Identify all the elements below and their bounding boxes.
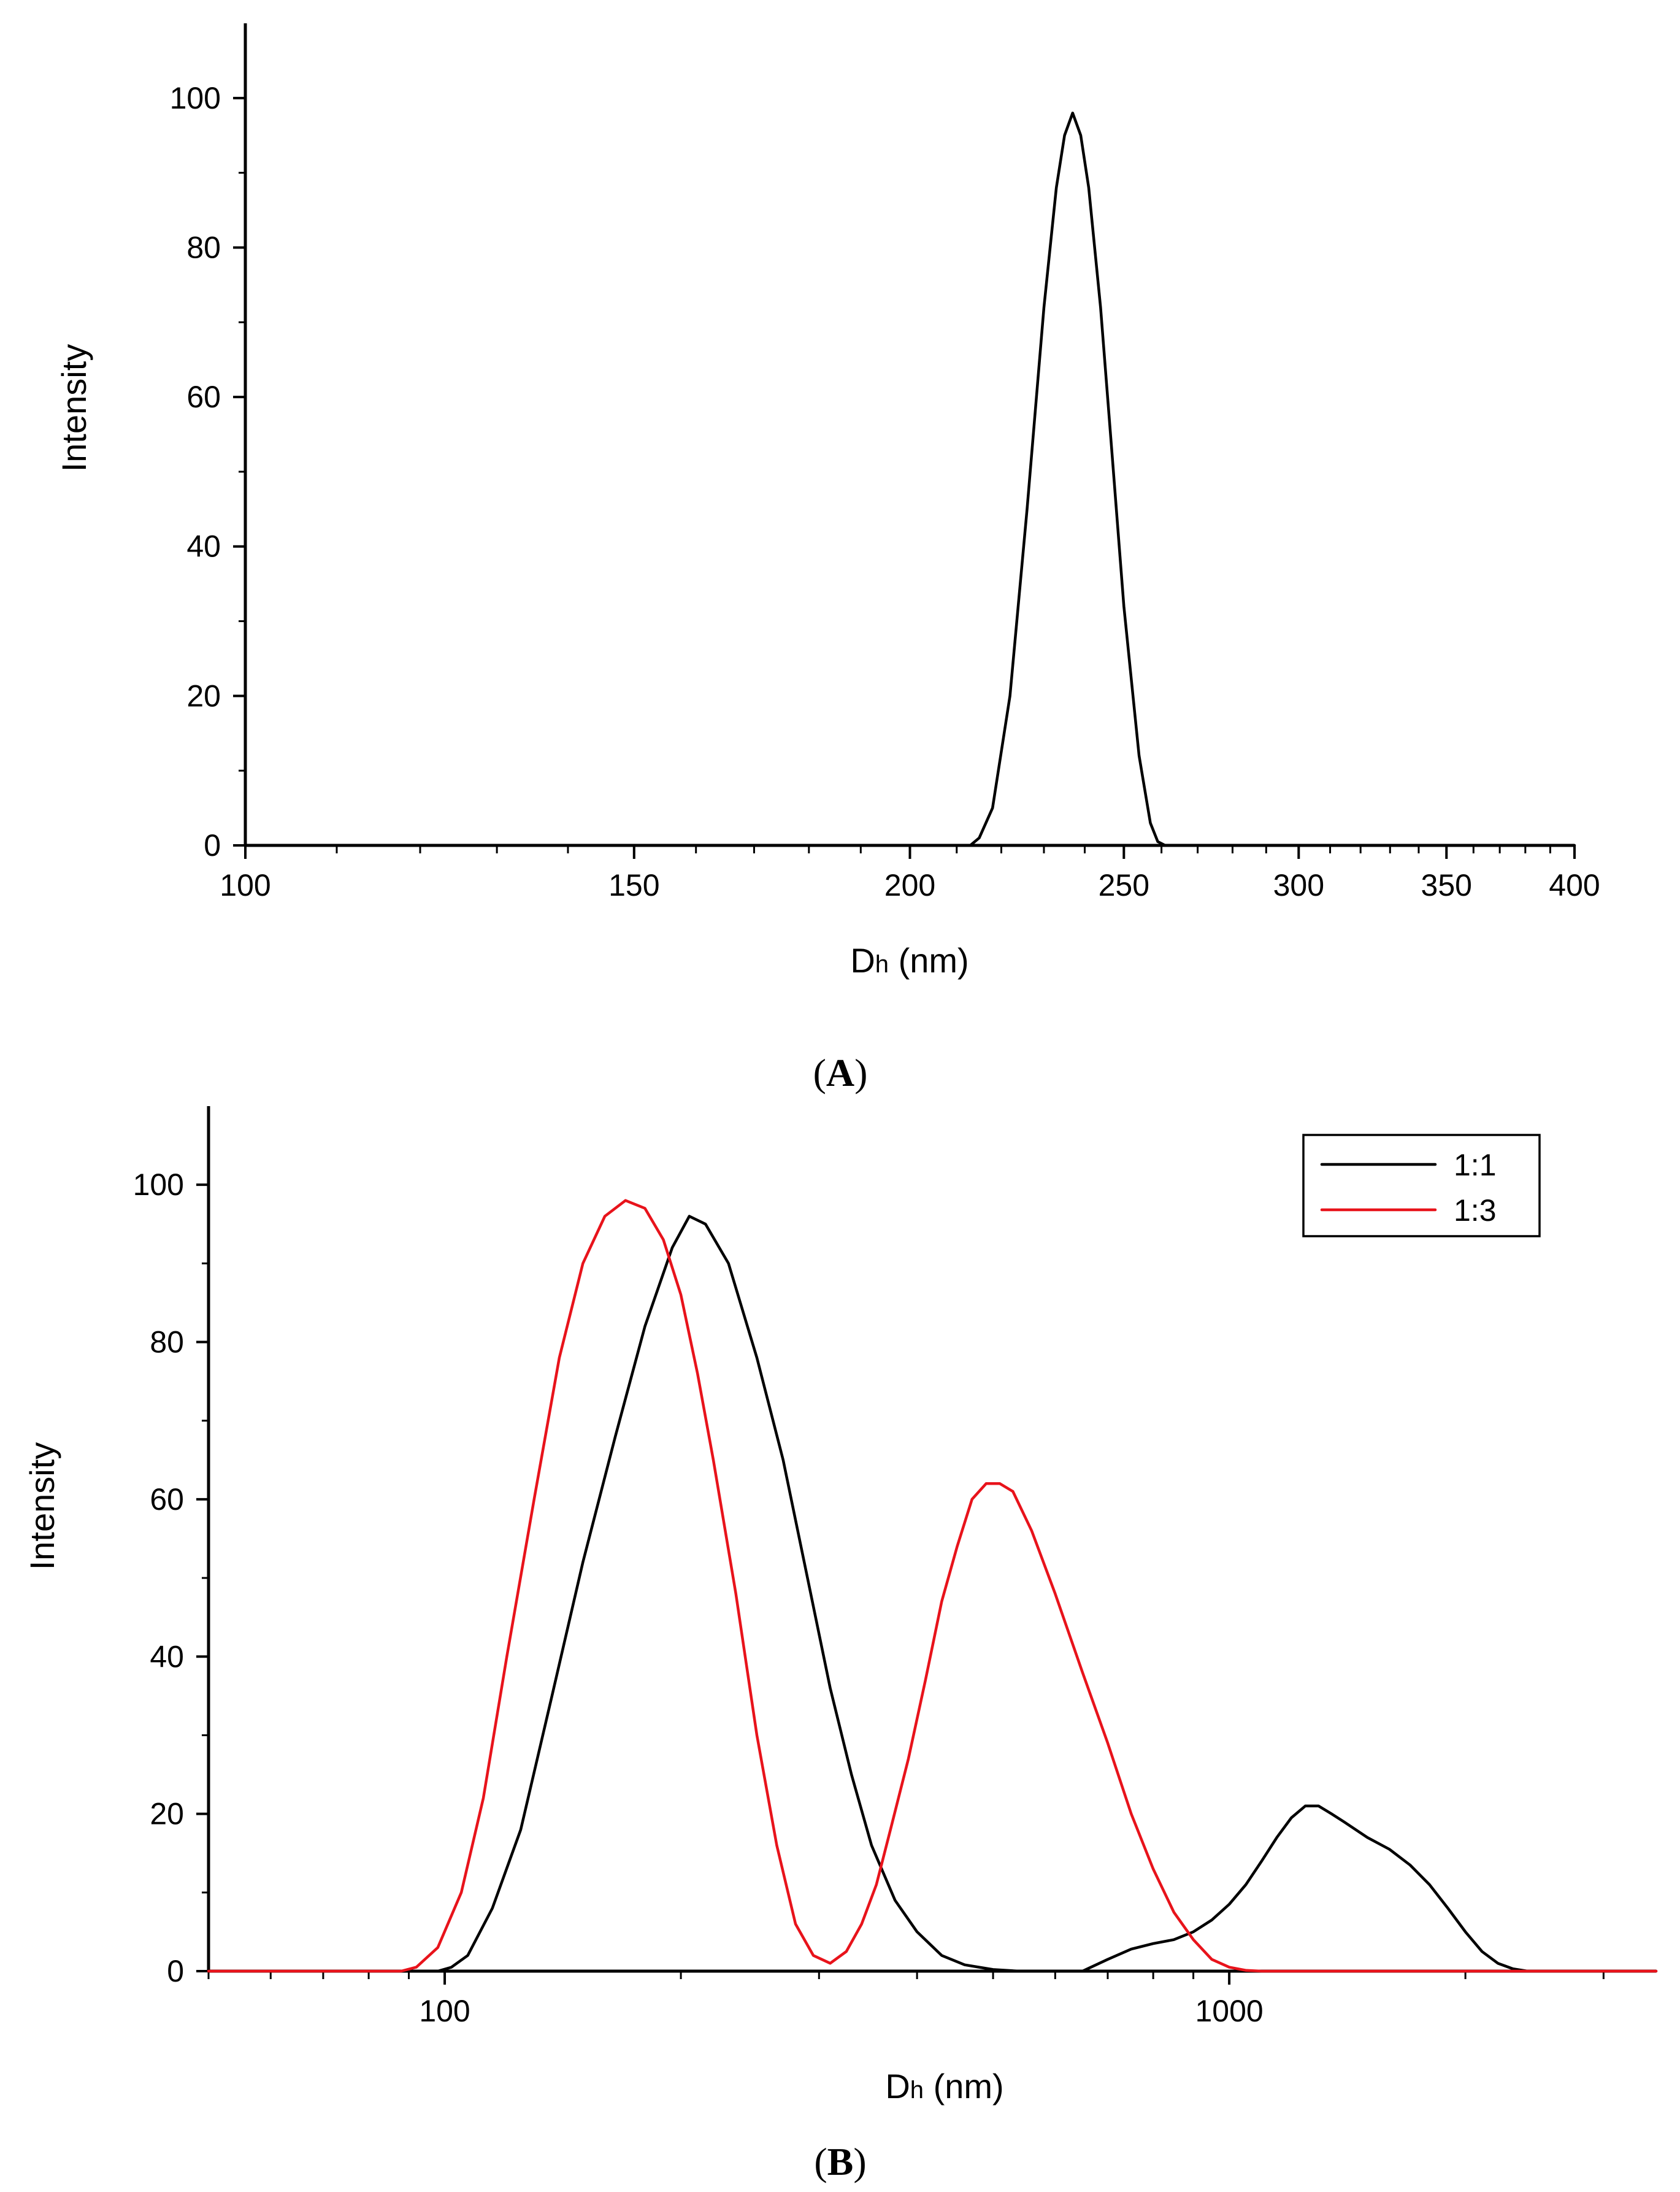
chart-b-y-tick-label: 60	[150, 1482, 184, 1517]
chart-a-y-tick-label: 60	[186, 380, 221, 414]
chart-a-y-axis-label: Intensity	[55, 344, 93, 472]
chart-b-y-tick-label: 0	[167, 1954, 184, 1988]
chart-a-x-tick-label: 100	[220, 868, 270, 902]
chart-b-series-line-1-3	[207, 1199, 1658, 1973]
chart-b-ticks: 0 20 40 60 80 100 100 1000	[133, 1167, 1605, 2028]
chart-b-y-axis-label: Intensity	[23, 1442, 61, 1571]
chart-b-y-tick-label: 100	[133, 1167, 184, 1202]
chart-b-y-tick-label: 20	[150, 1797, 184, 1831]
chart-b-legend-label-1-1: 1:1	[1454, 1148, 1497, 1182]
chart-b-x-axis-label: Dh (nm)	[885, 2067, 1003, 2105]
chart-a-x-tick-label: 400	[1549, 868, 1600, 902]
chart-b-y-tick-label: 80	[150, 1325, 184, 1359]
chart-a-x-tick-label: 150	[608, 868, 659, 902]
chart-a-y-tick-label: 0	[204, 828, 221, 863]
chart-b-legend-label-1-3: 1:3	[1454, 1193, 1497, 1228]
chart-b: 0 20 40 60 80 100 100 1000 Intensity Dh (nm) (B…	[23, 1106, 1658, 2183]
chart-a-series	[244, 111, 1576, 847]
chart-a-ticks: 0 20 40 60 80 100 100 150 200 250 300 350 400	[170, 81, 1600, 902]
chart-a: 0 20 40 60 80 100 100 150 200 250 300 350 400 Intens…	[55, 23, 1600, 1094]
chart-a-series-line-0	[244, 111, 1576, 847]
chart-a-y-tick-label: 100	[170, 81, 221, 115]
chart-a-x-tick-label: 300	[1273, 868, 1324, 902]
chart-a-y-tick-label: 20	[186, 679, 221, 713]
chart-b-legend: 1:1 1:3	[1302, 1134, 1541, 1237]
chart-b-series	[207, 1199, 1658, 1973]
chart-a-panel-label: (A)	[813, 1051, 868, 1094]
chart-b-y-tick-label: 40	[150, 1639, 184, 1674]
chart-a-x-tick-label: 250	[1099, 868, 1149, 902]
chart-a-y-tick-label: 80	[186, 230, 221, 264]
chart-a-y-tick-label: 40	[186, 529, 221, 564]
chart-b-x-tick-label: 100	[419, 1994, 470, 2028]
chart-b-x-tick-label: 1000	[1195, 1994, 1263, 2028]
chart-a-x-axis-label: Dh (nm)	[850, 941, 968, 980]
chart-b-legend-box	[1302, 1134, 1541, 1237]
chart-b-series-line-1-1	[207, 1215, 1658, 1973]
chart-a-x-tick-label: 350	[1421, 868, 1472, 902]
chart-a-x-tick-label: 200	[884, 868, 935, 902]
chart-b-panel-label: (B)	[814, 2140, 866, 2183]
